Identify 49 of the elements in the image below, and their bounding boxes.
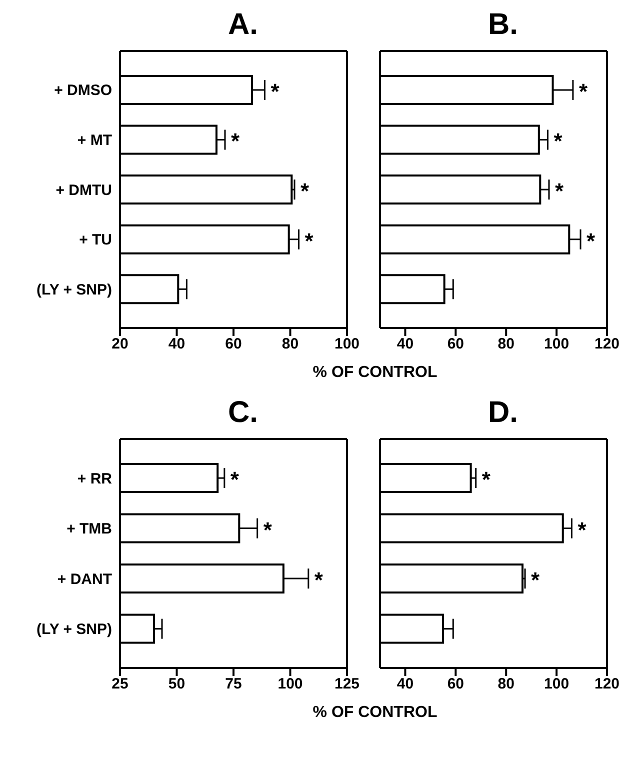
x-tick-label: 50 [168,676,186,693]
x-tick-label: 75 [225,676,242,693]
x-tick-label: 80 [282,336,299,353]
chart-title: A. [227,8,259,43]
x-tick-label: 100 [278,676,303,693]
y-tick-label: + TU [79,232,112,249]
annotation: * [554,178,564,204]
annotation: * [230,467,240,492]
y-tick-label: (LY + SNP) [36,281,112,298]
y-tick-label: + DANT [57,570,112,588]
x-tick-label: 40 [396,336,414,353]
x-tick-label: 80 [498,676,514,693]
y-tick-label: + RR [77,470,112,488]
annotation: * [554,128,563,154]
chart-title: C. [227,396,259,431]
x-tick-label: 20 [112,336,128,353]
x-tick-label: 60 [447,336,464,353]
x-tick-label: 25 [112,676,128,693]
x-tick-label: 40 [396,676,414,693]
annotation: * [270,78,280,104]
x-tick-label: 120 [594,336,620,353]
y-tick-label: + TMB [66,520,112,538]
annotation: * [531,568,540,593]
x-axis-title: % OF CONTROL [312,364,438,382]
x-tick-label: 100 [544,336,570,353]
chart-title: D. [487,396,519,431]
y-tick-label: + DMTU [56,182,112,199]
annotation: * [578,517,587,542]
annotation: * [230,128,240,154]
y-tick-label: + MT [77,132,112,150]
x-tick-label: 60 [447,676,464,693]
annotation: * [586,228,596,254]
x-tick-label: 125 [334,676,360,693]
x-tick-label: 80 [498,336,514,353]
x-tick-label: 40 [168,336,186,353]
x-axis-title: % OF CONTROL [312,704,438,722]
annotation: * [314,568,324,593]
annotation: * [300,178,310,204]
annotation: * [578,78,588,104]
y-tick-label: + DMSO [54,82,112,100]
x-tick-label: 120 [594,676,620,693]
y-tick-label: (LY + SNP) [36,621,112,638]
annotation: * [482,467,491,492]
x-tick-label: 100 [334,336,360,353]
annotation: * [304,228,314,254]
chart-title: B. [487,8,519,43]
x-tick-label: 60 [225,336,242,353]
annotation: * [263,517,272,542]
x-tick-label: 100 [544,676,570,693]
